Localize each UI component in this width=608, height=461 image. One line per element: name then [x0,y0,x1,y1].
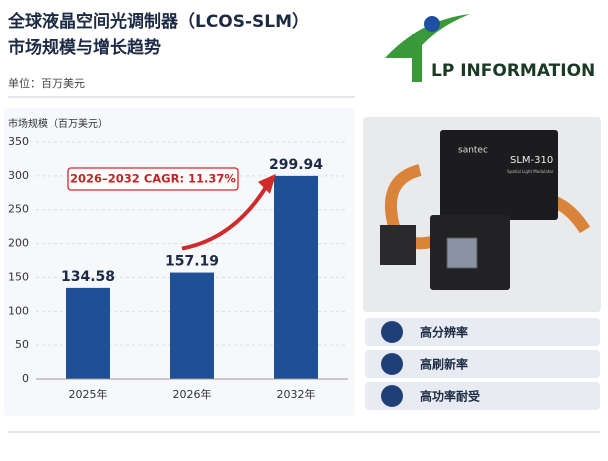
feature-row [365,382,600,410]
x-tick-label: 2026年 [173,387,212,401]
logo-dot [424,16,440,32]
y-tick-label: 200 [8,237,29,250]
controller-box [440,130,558,220]
y-tick-label: 50 [15,338,29,351]
logo-swoosh [385,14,470,58]
logo: LP INFORMATION [385,14,595,82]
logo-bar [412,34,422,82]
feature-label: 高分辨率 [420,325,468,340]
title-line: 全球液晶空间光调制器（LCOS-SLM） [7,11,309,32]
bar [274,175,318,379]
arrow-head [258,173,276,194]
unit-label: 单位：百万美元 [8,76,85,90]
product-image: santec SLM-310 Spatial Light Modulator [363,117,601,312]
feature-icon [381,385,403,407]
value-label: 134.58 [61,269,115,285]
value-label: 299.94 [269,157,323,173]
y-tick-label: 100 [8,304,29,317]
feature-label: 高功率耐受 [420,389,480,404]
slm-chip [446,237,478,269]
y-tick-label: 300 [8,169,29,182]
logo-text: LP INFORMATION [431,61,595,81]
annotation-box [67,167,239,191]
feature-label: 高刷新率 [420,357,468,372]
y-axis-label: 市场规模（百万美元） [8,117,108,130]
model-label: SLM-310 [510,155,553,166]
feature-row [365,350,600,378]
feature-icon [381,353,403,375]
bar [170,272,214,379]
growth-arrow [181,182,270,251]
bar [66,287,110,379]
y-tick-label: 350 [8,135,29,148]
connector [380,225,416,265]
brand-label: santec [458,146,488,156]
x-tick-label: 2032年 [277,387,316,401]
value-label: 157.19 [165,254,219,270]
y-tick-label: 250 [8,203,29,216]
model-subtitle: Spatial Light Modulator [507,169,554,174]
annotation: 2026–2032 CAGR: 11.37% [70,172,236,186]
y-tick-label: 150 [8,270,29,283]
y-tick-label: 0 [22,372,29,385]
feature-row [365,318,600,346]
x-tick-label: 2025年 [69,387,108,401]
title-line: 市场规模与增长趋势 [8,37,161,58]
chart: 0 50 100 150 200 250 300 350 134.58 2025年 157.19 20… [8,135,348,401]
feature-icon [381,321,403,343]
